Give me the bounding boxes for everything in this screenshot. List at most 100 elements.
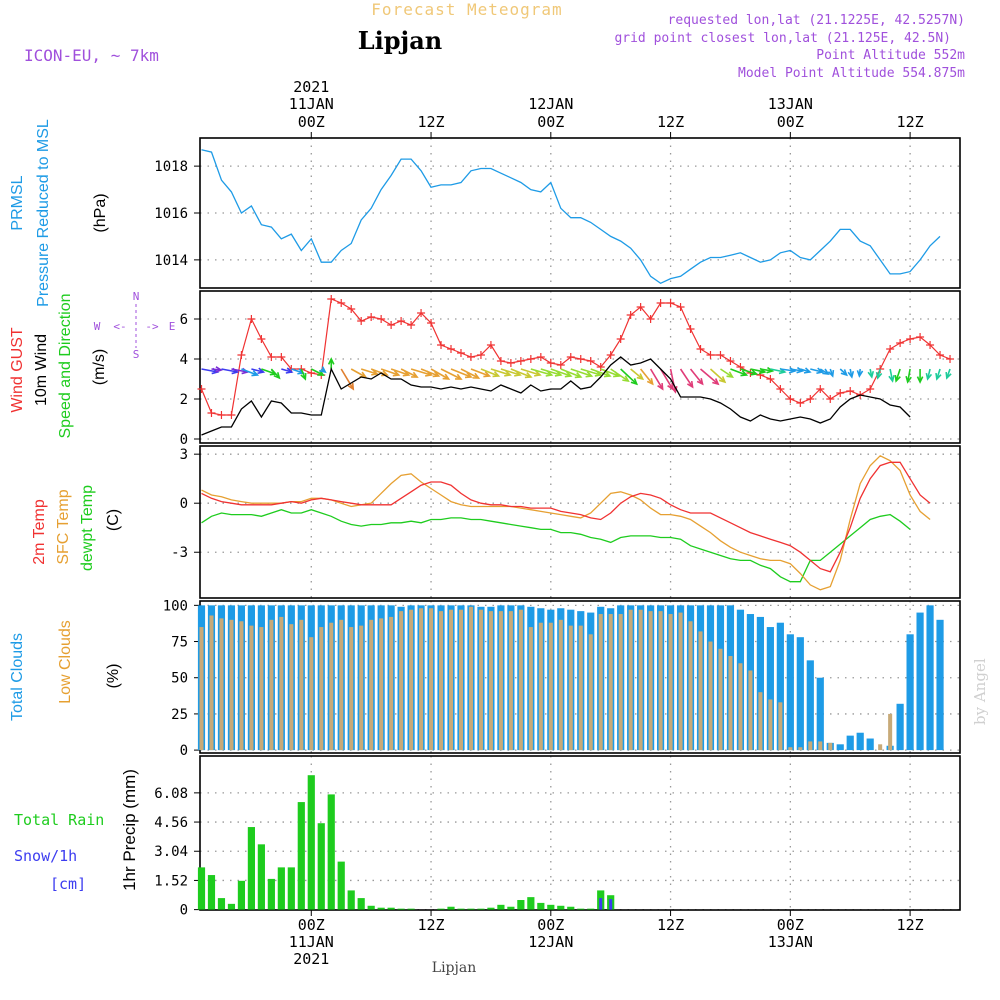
wind-arrow-head (622, 375, 630, 383)
wind-arrow (760, 366, 775, 374)
pressure-label-prmsl: PRMSL (9, 175, 26, 230)
pressure-ytick-label: 1018 (154, 159, 188, 175)
rain-bar (487, 907, 495, 910)
precip-label-snow: Snow/1h (14, 847, 77, 865)
wind-gust-marker (656, 299, 665, 307)
wind-arrow (916, 369, 924, 384)
wind-arrow-shaft (780, 368, 795, 372)
rain-bar (437, 908, 445, 910)
wind-arrow-shaft (390, 368, 409, 376)
wind-arrow-shaft (440, 368, 462, 380)
total-cloud-bar (916, 612, 924, 751)
wind-arrow-head (875, 371, 883, 380)
wind-frame (199, 290, 961, 444)
wind-arrow (300, 368, 307, 381)
wind-panel: 0 2 4 6 (180, 290, 961, 448)
wind-arrow-shaft (221, 368, 238, 373)
watermark: by Angel (971, 658, 989, 725)
wind-arrow-shaft (906, 368, 911, 383)
rain-bar (537, 902, 545, 910)
low-cloud-bar (359, 625, 364, 751)
low-cloud-bar (498, 611, 503, 751)
snow-bar (609, 899, 613, 910)
wind-gust-marker (197, 385, 206, 393)
low-cloud-bar (728, 656, 733, 751)
wind-arrow (570, 368, 594, 378)
wind-gust-marker (496, 357, 505, 365)
wind-gust-marker (686, 325, 695, 333)
compass-rose: N S W E <- -> (94, 290, 176, 361)
wind-arrow-shaft (231, 368, 248, 373)
rain-bar (297, 802, 305, 910)
total-cloud-bar (936, 619, 944, 751)
wind-arrow-head (564, 371, 573, 378)
rain-bar (467, 908, 475, 910)
pressure-ytick-label: 1014 (154, 253, 188, 269)
bottom-xtick-label: 12Z (657, 916, 684, 934)
wind-gust-marker (896, 339, 905, 347)
wind-gust-marker (227, 411, 236, 419)
rain-bar (347, 890, 355, 910)
wind-arrow-head (472, 372, 481, 379)
wind-arrow-head (574, 372, 583, 379)
wind-arrow-shaft (649, 368, 664, 390)
low-cloud-bar (588, 634, 593, 751)
wind-arrow-shaft (251, 368, 264, 373)
wind-arrow (649, 368, 664, 391)
low-cloud-bar (658, 611, 663, 751)
top-xtick-year: 2021 (293, 78, 329, 96)
top-xtick-day: 12JAN (528, 95, 573, 113)
precip-label-rain: Total Rain (14, 811, 104, 829)
precip-ytick-label: 4.56 (154, 815, 188, 831)
info-gridpoint: grid point closest lon,lat (21.125E, 42.… (614, 31, 951, 46)
low-cloud-bar (698, 631, 703, 751)
header-title: Forecast Meteogram (371, 0, 562, 19)
clouds-ytick-label: 100 (163, 598, 188, 614)
wind-arrow-shaft (241, 368, 258, 376)
low-cloud-bar (608, 614, 613, 751)
wind-arrow (640, 368, 654, 386)
low-cloud-bar (568, 625, 573, 751)
rain-bar (407, 908, 415, 910)
top-xtick-label: 12Z (657, 113, 684, 131)
bottom-xtick-day: 12JAN (528, 933, 573, 951)
wind-gust-marker (616, 335, 625, 343)
temp-2m-line (201, 461, 931, 573)
wind-gust-marker (946, 355, 955, 363)
rain-bar (337, 861, 345, 910)
wind-arrow-head (657, 382, 664, 391)
wind-arrow-head (726, 371, 735, 379)
wind-arrow-head (686, 380, 694, 389)
wind-arrow-shaft (470, 368, 490, 377)
wind-arrow-head (803, 367, 812, 374)
low-cloud-bar (299, 619, 304, 751)
low-cloud-bar (798, 747, 803, 751)
clouds-ytick-label: 0 (180, 743, 188, 759)
low-cloud-bar (249, 625, 254, 751)
wind-arrow (380, 368, 401, 377)
low-cloud-bar (708, 641, 713, 751)
rain-bar (517, 900, 525, 910)
wind-arrow (689, 368, 704, 386)
wind-gust-marker (536, 353, 545, 361)
wind-arrow-head (796, 366, 805, 374)
compass-w-arrow: <- (113, 320, 126, 333)
low-cloud-bar (199, 627, 204, 751)
wind-arrow-head (442, 373, 451, 380)
wind-arrow-head (718, 376, 727, 384)
pressure-line (201, 149, 941, 285)
wind-arrow-head (847, 370, 855, 379)
wind-arrow-shaft (370, 368, 388, 376)
wind-gust-marker (676, 303, 685, 311)
wind-arrow (790, 366, 805, 374)
rain-bar (247, 827, 255, 910)
total-cloud-bar (776, 622, 784, 751)
wind-arrow-head (840, 369, 848, 377)
rain-bar (547, 904, 555, 910)
rain-bar (267, 878, 275, 910)
wind-arrow-shaft (350, 368, 366, 378)
wind-arrow (211, 366, 223, 373)
wind-arrow (847, 368, 855, 379)
rain-bar (387, 907, 395, 910)
